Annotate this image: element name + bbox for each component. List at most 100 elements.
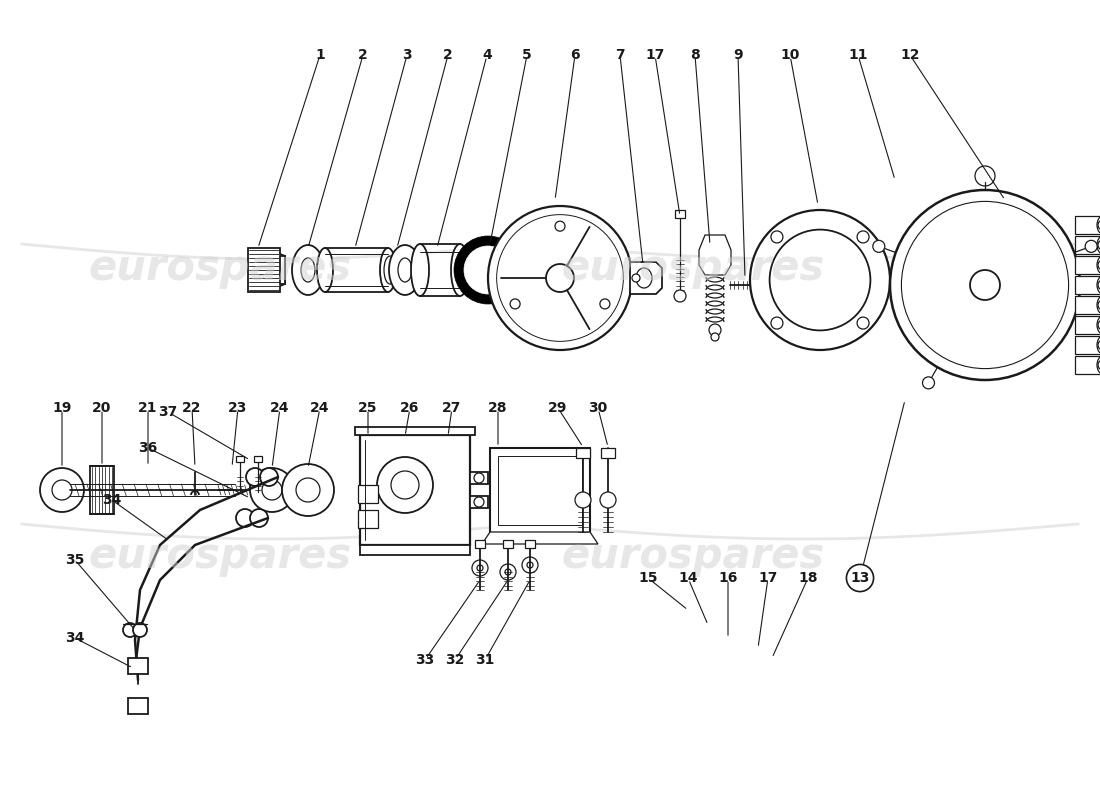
Circle shape xyxy=(771,317,783,329)
Circle shape xyxy=(52,480,72,500)
Text: 2: 2 xyxy=(443,48,453,62)
Text: 21: 21 xyxy=(139,401,157,415)
Text: 33: 33 xyxy=(416,653,434,667)
Circle shape xyxy=(711,333,719,341)
Text: eurospares: eurospares xyxy=(88,247,352,289)
Text: 8: 8 xyxy=(690,48,700,62)
Bar xyxy=(128,658,148,674)
Ellipse shape xyxy=(1097,236,1100,254)
Circle shape xyxy=(1098,320,1100,330)
Circle shape xyxy=(770,230,870,330)
Circle shape xyxy=(857,317,869,329)
Text: 27: 27 xyxy=(442,401,462,415)
Text: 3: 3 xyxy=(403,48,411,62)
Text: 30: 30 xyxy=(588,401,607,415)
Ellipse shape xyxy=(468,262,477,278)
Bar xyxy=(576,448,590,458)
Circle shape xyxy=(496,214,624,342)
Ellipse shape xyxy=(411,244,429,296)
Circle shape xyxy=(260,468,278,486)
Circle shape xyxy=(600,299,609,309)
Text: 32: 32 xyxy=(446,653,464,667)
Circle shape xyxy=(575,492,591,508)
Circle shape xyxy=(1098,260,1100,270)
Ellipse shape xyxy=(1097,356,1100,374)
Polygon shape xyxy=(248,248,285,292)
Circle shape xyxy=(236,509,254,527)
Circle shape xyxy=(1098,220,1100,230)
Ellipse shape xyxy=(1097,336,1100,354)
Text: 18: 18 xyxy=(799,571,817,585)
Circle shape xyxy=(1086,240,1097,252)
Circle shape xyxy=(488,206,632,350)
Circle shape xyxy=(1098,280,1100,290)
Circle shape xyxy=(500,564,516,580)
Text: 28: 28 xyxy=(488,401,508,415)
Bar xyxy=(1075,276,1100,294)
Circle shape xyxy=(632,274,640,282)
Bar xyxy=(1075,236,1100,254)
Bar xyxy=(254,456,262,462)
Circle shape xyxy=(872,240,884,252)
Text: 24: 24 xyxy=(310,401,330,415)
Ellipse shape xyxy=(384,256,396,284)
Circle shape xyxy=(1098,300,1100,310)
Text: 31: 31 xyxy=(475,653,495,667)
Circle shape xyxy=(40,468,84,512)
Bar xyxy=(1075,256,1100,274)
Circle shape xyxy=(510,299,520,309)
Polygon shape xyxy=(482,532,598,544)
Circle shape xyxy=(901,202,1068,369)
Text: 36: 36 xyxy=(139,441,157,455)
Circle shape xyxy=(250,468,294,512)
Text: 16: 16 xyxy=(718,571,738,585)
Circle shape xyxy=(464,246,512,294)
Circle shape xyxy=(262,480,282,500)
Polygon shape xyxy=(280,256,285,284)
Circle shape xyxy=(390,471,419,499)
Text: eurospares: eurospares xyxy=(561,247,825,289)
Circle shape xyxy=(474,497,484,507)
Bar xyxy=(355,427,475,435)
Text: 29: 29 xyxy=(548,401,568,415)
Circle shape xyxy=(505,569,512,575)
Circle shape xyxy=(527,562,534,568)
Text: 4: 4 xyxy=(482,48,492,62)
Circle shape xyxy=(296,478,320,502)
Circle shape xyxy=(1098,240,1100,250)
Circle shape xyxy=(768,277,784,293)
Circle shape xyxy=(123,623,138,637)
Circle shape xyxy=(975,166,996,186)
Text: 25: 25 xyxy=(359,401,377,415)
Circle shape xyxy=(600,492,616,508)
Text: 26: 26 xyxy=(400,401,420,415)
Text: 35: 35 xyxy=(65,553,85,567)
Circle shape xyxy=(133,623,147,637)
Polygon shape xyxy=(460,262,472,278)
Bar xyxy=(360,435,470,545)
Ellipse shape xyxy=(317,248,333,292)
Bar xyxy=(490,448,590,533)
Text: 12: 12 xyxy=(900,48,920,62)
Circle shape xyxy=(282,464,334,516)
Text: 14: 14 xyxy=(679,571,697,585)
Text: 5: 5 xyxy=(522,48,532,62)
Bar xyxy=(470,496,488,508)
Polygon shape xyxy=(698,235,732,275)
Circle shape xyxy=(477,565,483,571)
Bar xyxy=(675,210,685,218)
Bar xyxy=(601,448,615,458)
Bar xyxy=(525,540,535,548)
Circle shape xyxy=(771,231,783,243)
Circle shape xyxy=(474,473,484,483)
Ellipse shape xyxy=(636,268,652,288)
Ellipse shape xyxy=(379,248,396,292)
Circle shape xyxy=(674,290,686,302)
Circle shape xyxy=(710,324,720,336)
Circle shape xyxy=(890,190,1080,380)
Text: 20: 20 xyxy=(92,401,112,415)
Circle shape xyxy=(857,231,869,243)
Circle shape xyxy=(556,221,565,231)
Bar xyxy=(1075,296,1100,314)
Text: 11: 11 xyxy=(848,48,868,62)
